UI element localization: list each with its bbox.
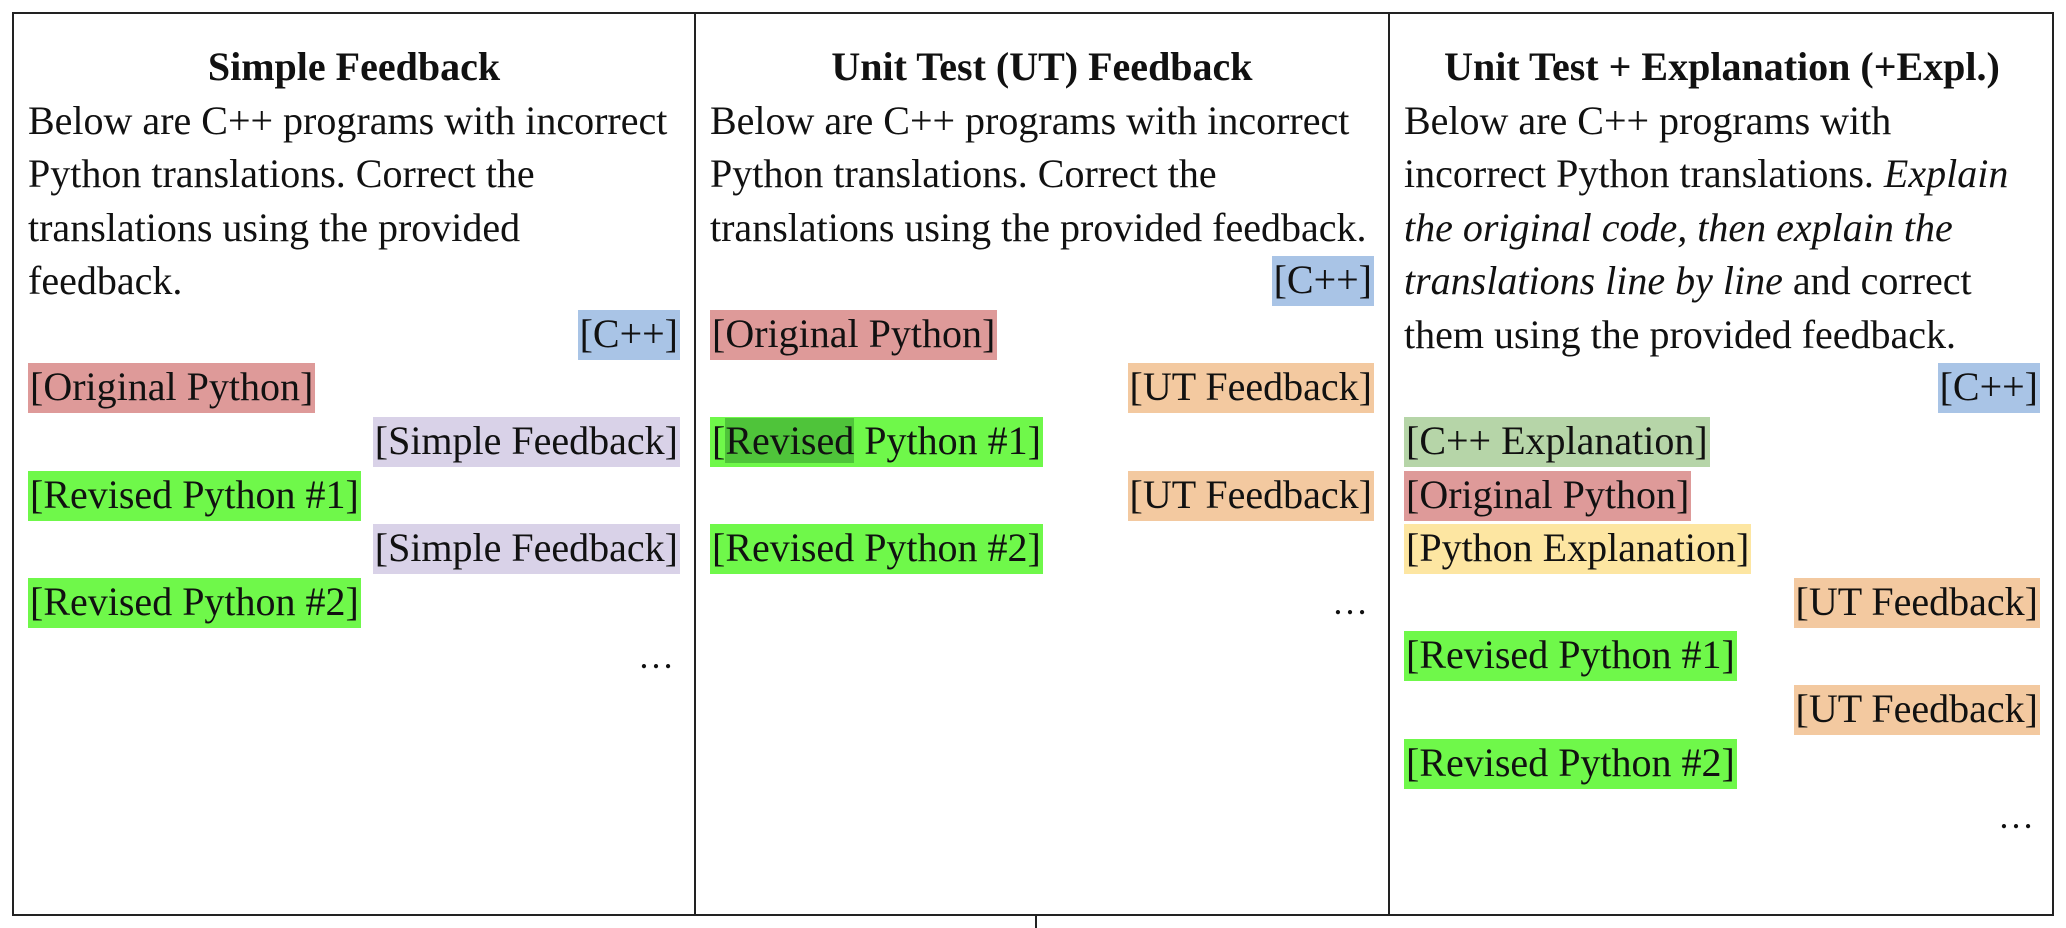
- table-bottom-rule: [12, 914, 2054, 916]
- prompt-block-tag: [Python Explanation]: [1404, 524, 1752, 575]
- column-ut-feedback: Unit Test (UT) Feedback Below are C++ pr…: [710, 40, 1374, 630]
- prompt-block-row: [Python Explanation]: [1404, 522, 2040, 576]
- prompt-block-tag: [UT Feedback]: [1793, 577, 2040, 628]
- prompt-block-tag: [Revised Python #1]: [710, 416, 1043, 467]
- column-title: Unit Test (UT) Feedback: [831, 44, 1253, 89]
- prompt-block-tag: [Revised Python #2]: [1404, 738, 1737, 789]
- table-frame: [12, 12, 2054, 916]
- prompt-block-tag: [Simple Feedback]: [372, 416, 680, 467]
- column-title: Simple Feedback: [207, 44, 501, 89]
- prompt-block-tag: [UT Feedback]: [1793, 684, 2040, 735]
- column-divider-2: [1388, 12, 1390, 916]
- prompt-block-tag: [Revised Python #2]: [28, 577, 361, 628]
- intro-text-1: Below are C++ programs with incorrect Py…: [1404, 97, 1892, 197]
- prompt-block-tag: [Revised Python #2]: [710, 524, 1043, 575]
- ellipsis: …: [1332, 581, 1370, 622]
- prompt-block-tag: [Revised Python #1]: [28, 470, 361, 521]
- prompt-block-tag: [Original Python]: [1404, 470, 1692, 521]
- prompt-block-tag: [Original Python]: [28, 363, 316, 414]
- prompt-block-row: [Revised Python #2]: [28, 576, 680, 630]
- prompt-block-tag: [UT Feedback]: [1127, 363, 1374, 414]
- column-simple-feedback: Simple Feedback Below are C++ programs w…: [28, 40, 680, 683]
- prompt-block-row: [C++ Explanation]: [1404, 415, 2040, 469]
- prompt-block-row: [Revised Python #2]: [710, 522, 1374, 576]
- prompt-block-tag: [Simple Feedback]: [372, 524, 680, 575]
- prompt-block-row: [Simple Feedback]: [28, 522, 680, 576]
- prompt-block-tag: [Original Python]: [710, 309, 998, 360]
- prompt-block-row: [Revised Python #1]: [28, 469, 680, 523]
- prompt-block-row: [UT Feedback]: [710, 469, 1374, 523]
- table-bottom-tick: [1035, 914, 1037, 928]
- column-ut-explanation: Unit Test + Explanation (+Expl.) Below a…: [1404, 40, 2040, 844]
- prompt-block-row: [Revised Python #1]: [1404, 630, 2040, 684]
- prompt-blocks: [C++] [Original Python] [UT Feedback] [Revi…: [710, 254, 1374, 576]
- prompt-block-row: [Simple Feedback]: [28, 415, 680, 469]
- prompt-block-row: [Original Python]: [710, 308, 1374, 362]
- ellipsis: …: [1998, 796, 2036, 837]
- ellipsis: …: [638, 635, 676, 676]
- prompt-block-row: [UT Feedback]: [1404, 683, 2040, 737]
- prompt-block-row: [C++]: [710, 254, 1374, 308]
- prompt-block-row: [Revised Python #2]: [1404, 737, 2040, 791]
- intro-text-2: and correct them using the provided feed…: [1404, 258, 1972, 357]
- prompt-block-row: [UT Feedback]: [710, 362, 1374, 416]
- column-divider-1: [694, 12, 696, 916]
- prompt-block-tag: [C++]: [577, 309, 680, 360]
- column-instructions: Below are C++ programs with incorrect Py…: [710, 97, 1367, 250]
- prompt-block-row: [C++]: [1404, 362, 2040, 416]
- prompt-blocks: [C++] [C++ Explanation] [Original Python][…: [1404, 362, 2040, 791]
- highlighted-word: Revised: [725, 417, 855, 463]
- column-instructions: Below are C++ programs with incorrect Py…: [1404, 94, 2040, 362]
- prompt-blocks: [C++] [Original Python] [Simple Feedback][…: [28, 308, 680, 630]
- prompt-block-tag: [C++]: [1937, 363, 2040, 414]
- prompt-block-tag: [Revised Python #1]: [1404, 631, 1737, 682]
- prompt-block-row: [Original Python]: [28, 362, 680, 416]
- prompt-block-tag: [C++ Explanation]: [1404, 416, 1710, 467]
- prompt-block-row: [Original Python]: [1404, 469, 2040, 523]
- prompt-block-row: [UT Feedback]: [1404, 576, 2040, 630]
- prompt-block-tag: [C++]: [1271, 256, 1374, 307]
- prompt-block-row: [Revised Python #1]: [710, 415, 1374, 469]
- intro-text-italic: Explain the original code, then explain …: [1404, 151, 2009, 304]
- prompt-block-row: [C++]: [28, 308, 680, 362]
- column-instructions: Below are C++ programs with incorrect Py…: [28, 97, 668, 304]
- column-title: Unit Test + Explanation (+Expl.): [1444, 44, 2000, 89]
- prompt-block-tag: [UT Feedback]: [1127, 470, 1374, 521]
